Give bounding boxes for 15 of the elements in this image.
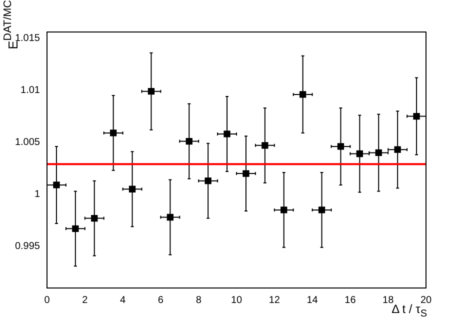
x-tick-label: 8 [196, 294, 202, 306]
y-tick-label: 1 [34, 189, 40, 200]
x-tick-label: 4 [120, 294, 126, 306]
x-tick-label: 2 [82, 294, 88, 306]
x-tick-label: 14 [306, 294, 318, 306]
x-tick-label: 0 [44, 294, 50, 306]
y-tick-label: 1.01 [20, 85, 40, 96]
y-tick-label: 1.015 [14, 32, 40, 44]
x-tick-label: 10 [230, 294, 242, 306]
x-tick-label: 12 [268, 294, 280, 306]
x-tick-label: 18 [382, 294, 394, 306]
x-tick-label: 6 [158, 294, 164, 306]
y-tick-label: 1.005 [14, 137, 40, 148]
x-tick-label: 16 [344, 294, 356, 306]
y-tick-label: 0.995 [14, 241, 40, 252]
